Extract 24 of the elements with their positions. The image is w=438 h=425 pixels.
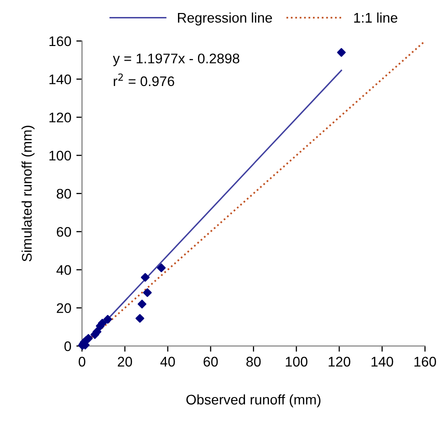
x-tick-label: 100 xyxy=(286,356,308,367)
x-tick-label: 40 xyxy=(160,356,175,367)
y-tick-label: 80 xyxy=(56,188,72,199)
y-tick-label: 140 xyxy=(49,74,72,84)
x-tick-label: 120 xyxy=(328,356,350,367)
annotation: r$^{2}$ = 0.976 xyxy=(114,74,174,86)
y-tick-label: 60 xyxy=(56,226,72,237)
x-tick-label: 160 xyxy=(414,356,436,367)
y-tick-label: 120 xyxy=(49,112,72,122)
x-tick-label: 80 xyxy=(246,356,261,367)
x-tick-label: 0 xyxy=(78,356,86,367)
y-tick-label: 0 xyxy=(64,341,72,352)
legend-label: Regression line xyxy=(178,12,272,26)
x-axis-title: Observed runoff (mm) xyxy=(186,394,320,408)
annotation: y = 1.1977x - 0.2898 xyxy=(112,54,240,66)
y-tick-label: 40 xyxy=(56,265,72,275)
y-tick-label: 160 xyxy=(49,36,72,46)
y-tick-label: 100 xyxy=(49,150,72,161)
x-tick-label: 140 xyxy=(372,356,394,367)
y-tick-label: 20 xyxy=(56,303,72,314)
x-tick-label: 20 xyxy=(118,356,132,367)
x-tick-label: 60 xyxy=(204,356,218,367)
y-axis-title: Simulated runoff (mm) xyxy=(22,126,35,262)
legend-label: 1:1 line xyxy=(354,12,398,23)
